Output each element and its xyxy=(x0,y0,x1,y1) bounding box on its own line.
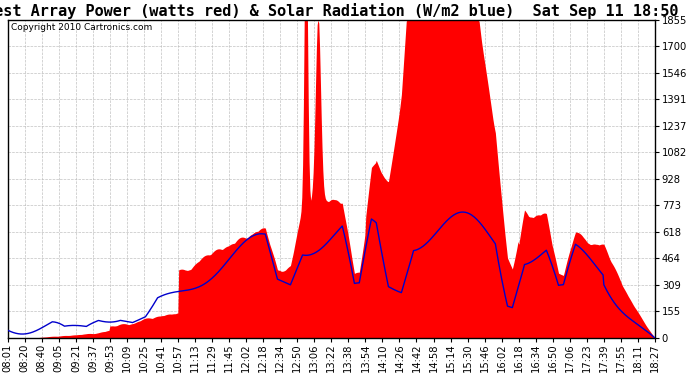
Title: West Array Power (watts red) & Solar Radiation (W/m2 blue)  Sat Sep 11 18:50: West Array Power (watts red) & Solar Rad… xyxy=(0,3,678,19)
Text: Copyright 2010 Cartronics.com: Copyright 2010 Cartronics.com xyxy=(11,23,152,32)
